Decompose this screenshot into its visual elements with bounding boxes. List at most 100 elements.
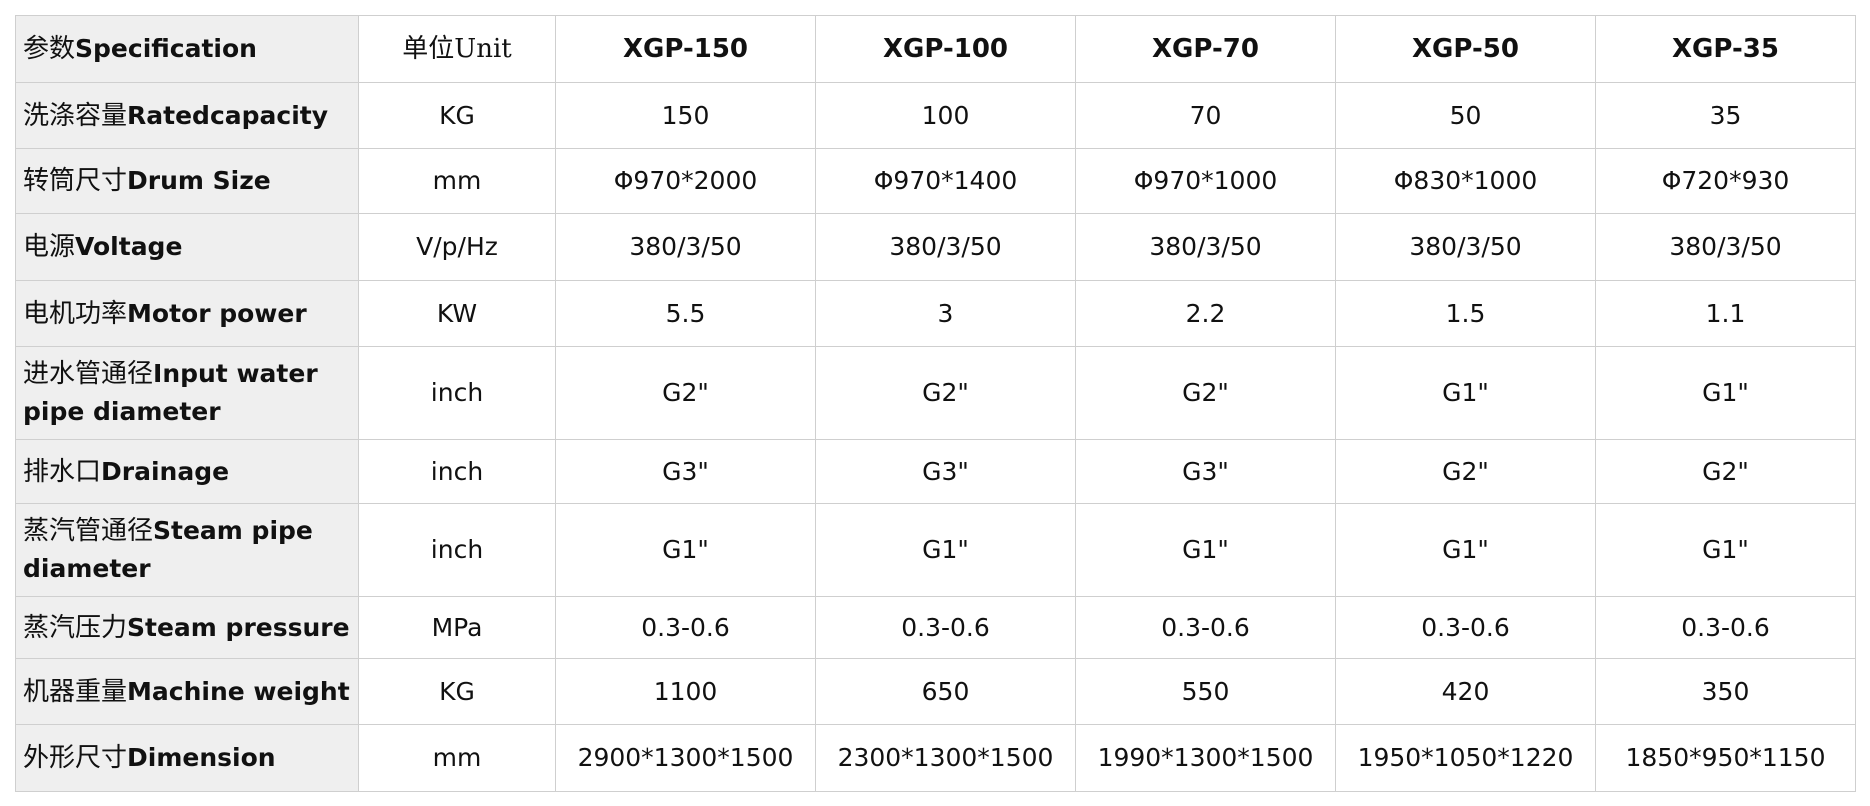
value-cell: 1.1 [1595,280,1856,347]
label-en: Steam pressure [127,612,350,642]
value-cell: G1" [555,503,816,597]
label-cn: 外形尺寸 [23,743,128,773]
value-cell: 100 [815,82,1076,149]
unit-cell: KG [358,82,556,149]
data-row: 进水管通径Input water pipe diameter inch G2" G2"… [15,346,1856,440]
header-row: 参数Specification 单位Unit XGP-150 XGP-100 XGP-7… [15,15,1856,83]
value-cell: G1" [815,503,1076,597]
label-cn: 电源 [23,232,76,262]
value-cell: G3" [815,439,1076,504]
label-en: Ratedcapacity [127,100,329,130]
value-cell: 0.3-0.6 [555,596,816,659]
value-cell: 70 [1075,82,1336,149]
unit-cell: inch [358,439,556,504]
value-cell: 50 [1335,82,1596,149]
unit-cell: mm [358,724,556,792]
label-cn: 蒸汽压力 [23,612,128,643]
value-cell: 150 [555,82,816,149]
value-cell: G2" [1595,439,1856,504]
value-cell: 0.3-0.6 [1335,596,1596,659]
label-cn: 排水口 [23,456,102,487]
value-cell: 5.5 [555,280,816,347]
value-cell: 0.3-0.6 [1595,596,1856,659]
data-row: 电机功率Motor power KW 5.5 3 2.2 1.5 1.1 [15,280,1856,347]
value-cell: G2" [555,346,816,440]
label-en: Input water pipe diameter [23,359,318,426]
data-row: 电源Voltage V/p/Hz 380/3/50 380/3/50 380/3/50 3… [15,213,1856,281]
spec-table: 参数Specification 单位Unit XGP-150 XGP-100 XGP-7… [15,15,1856,792]
model-cell: XGP-50 [1335,15,1596,83]
unit-cell: KW [358,280,556,347]
unit-cell: mm [358,148,556,214]
value-cell: 380/3/50 [555,213,816,281]
model-cell: XGP-150 [555,15,816,83]
model-cell: XGP-70 [1075,15,1336,83]
value-cell: 380/3/50 [815,213,1076,281]
value-cell: Φ970*1000 [1075,148,1336,214]
data-row: 蒸汽压力Steam pressure MPa 0.3-0.6 0.3-0.6 0.3-0… [15,596,1856,659]
label-cn: 电机功率 [23,298,128,329]
unit-cell: MPa [358,596,556,659]
label-en: Steam pipe diameter [23,516,313,583]
row-label: 电源Voltage [15,213,359,281]
unit-cell: inch [358,346,556,440]
header-cell: 参数Specification [15,15,359,83]
label-cn: 转筒尺寸 [23,166,128,196]
model-cell: XGP-35 [1595,15,1856,83]
value-cell: 1.5 [1335,280,1596,347]
header-cell: 单位Unit [358,15,556,83]
data-row: 蒸汽管通径Steam pipe diameter inch G1" G1" G1" G1"… [15,503,1856,597]
value-cell: 1990*1300*1500 [1075,724,1336,792]
label-en: Drainage [101,456,230,486]
value-cell: 3 [815,280,1076,347]
value-cell: 350 [1595,658,1856,725]
label-en: Drum Size [127,166,271,195]
row-label: 排水口Drainage [15,439,359,504]
row-label: 蒸汽管通径Steam pipe diameter [15,503,359,597]
value-cell: 650 [815,658,1076,725]
data-row: 外形尺寸Dimension mm 2900*1300*1500 2300*1300*1… [15,724,1856,792]
value-cell: 35 [1595,82,1856,149]
value-cell: G3" [555,439,816,504]
value-cell: G1" [1335,503,1596,597]
value-cell: G1" [1595,503,1856,597]
value-cell: 0.3-0.6 [815,596,1076,659]
label-en: Specification [75,34,257,63]
value-cell: Φ830*1000 [1335,148,1596,214]
value-cell: 2900*1300*1500 [555,724,816,792]
row-label: 机器重量Machine weight [15,658,359,725]
unit-cell: inch [358,503,556,597]
data-row: 机器重量Machine weight KG 1100 650 550 420 350 [15,658,1856,725]
value-cell: G3" [1075,439,1336,504]
value-cell: G2" [1335,439,1596,504]
row-label: 蒸汽压力Steam pressure [15,596,359,659]
model-cell: XGP-100 [815,15,1076,83]
row-label: 电机功率Motor power [15,280,359,347]
value-cell: 1100 [555,658,816,725]
value-cell: 420 [1335,658,1596,725]
value-cell: G1" [1335,346,1596,440]
label-en: Machine weight [127,676,350,706]
label-cn: 参数 [23,34,76,64]
label-cn: 蒸汽管通径 [23,516,154,546]
unit-cell: V/p/Hz [358,213,556,281]
label-cn: 机器重量 [23,676,128,707]
value-cell: 380/3/50 [1595,213,1856,281]
value-cell: Φ720*930 [1595,148,1856,214]
value-cell: Φ970*1400 [815,148,1076,214]
value-cell: Φ970*2000 [555,148,816,214]
value-cell: G1" [1595,346,1856,440]
value-cell: G1" [1075,503,1336,597]
label-cn: 进水管通径 [23,359,154,389]
label-cn: 洗涤容量 [23,100,128,131]
value-cell: 2.2 [1075,280,1336,347]
value-cell: 380/3/50 [1335,213,1596,281]
unit-cn: 单位 [402,34,455,64]
unit-cell: KG [358,658,556,725]
label-en: Motor power [127,298,307,328]
label-en: Dimension [127,743,276,772]
row-label: 洗涤容量Ratedcapacity [15,82,359,149]
data-row: 洗涤容量Ratedcapacity KG 150 100 70 50 35 [15,82,1856,149]
data-row: 转筒尺寸Drum Size mm Φ970*2000 Φ970*1400 Φ970*10… [15,148,1856,214]
